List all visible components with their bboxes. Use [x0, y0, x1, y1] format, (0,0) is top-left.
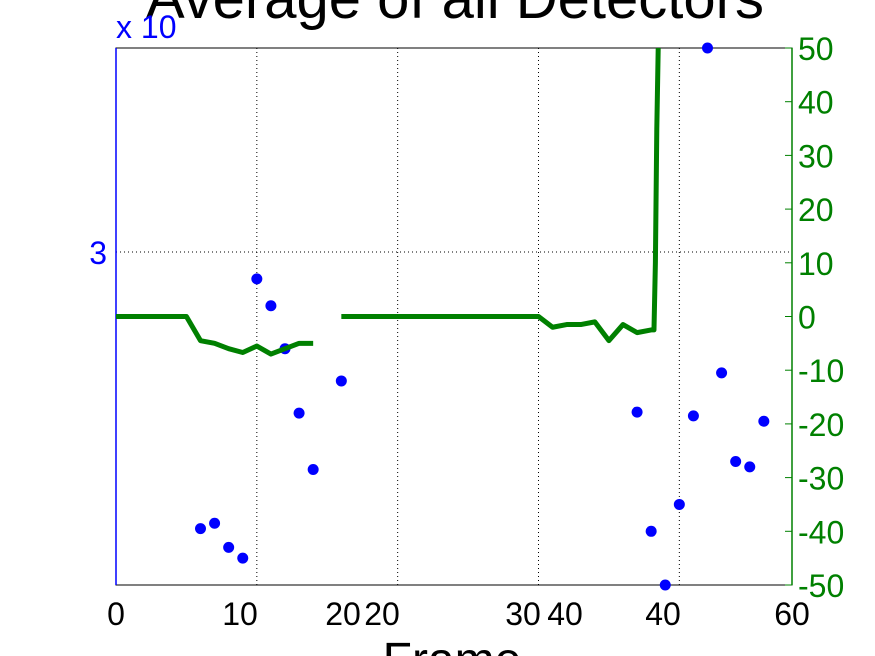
scatter-point	[223, 541, 235, 553]
scatter-point	[673, 498, 685, 510]
x-tick-label: 0	[107, 596, 125, 632]
scatter-point	[645, 525, 657, 537]
scatter-point	[758, 415, 770, 427]
y-left-tick-label: 3	[89, 235, 107, 271]
y-right-tick-label: -50	[798, 568, 844, 604]
y-right-tick-label: -30	[798, 461, 844, 497]
scatter-point	[251, 273, 263, 285]
scatter-point	[631, 406, 643, 418]
series-line	[116, 314, 314, 357]
scatter-point	[265, 300, 277, 312]
x-tick-label: 10	[222, 596, 258, 632]
chart-title: Average of all Detectors	[146, 0, 764, 31]
x-tick-label: 20	[325, 596, 361, 632]
scatter-point	[659, 579, 671, 591]
y-right-tick-label: -10	[798, 353, 844, 389]
x-axis-label: Frame	[383, 634, 522, 656]
y-right-tick-label: 20	[798, 192, 834, 228]
x-overlay-tick-label: 40	[547, 596, 583, 632]
scatter-point	[209, 517, 221, 529]
y-right-tick-label: -20	[798, 407, 844, 443]
y-right-tick-label: 50	[798, 31, 834, 67]
x-tick-label: 30	[505, 596, 541, 632]
y-right-tick-label: -40	[798, 514, 844, 550]
scatter-point	[702, 42, 713, 54]
scatter-point	[687, 410, 699, 422]
y-right-tick-label: 10	[798, 246, 834, 282]
scatter-point	[293, 407, 305, 419]
scatter-point	[744, 461, 756, 473]
y-right-tick-label: 30	[798, 138, 834, 174]
scatter-point	[730, 455, 742, 467]
y-right-tick-label: 0	[798, 300, 816, 336]
scatter-point	[237, 552, 249, 564]
x-overlay-tick-label: 20	[364, 596, 400, 632]
scatter-point	[716, 367, 728, 379]
scatter-point	[195, 523, 206, 535]
left-axis-exponent-label: x 10	[116, 9, 176, 45]
scatter-point	[335, 375, 347, 387]
x-tick-label: 40	[645, 596, 681, 632]
scatter-point	[307, 464, 319, 476]
y-right-tick-label: 40	[798, 85, 834, 121]
series-layer	[116, 42, 770, 591]
x-tick-label: 60	[774, 596, 810, 632]
series-line	[341, 47, 661, 344]
